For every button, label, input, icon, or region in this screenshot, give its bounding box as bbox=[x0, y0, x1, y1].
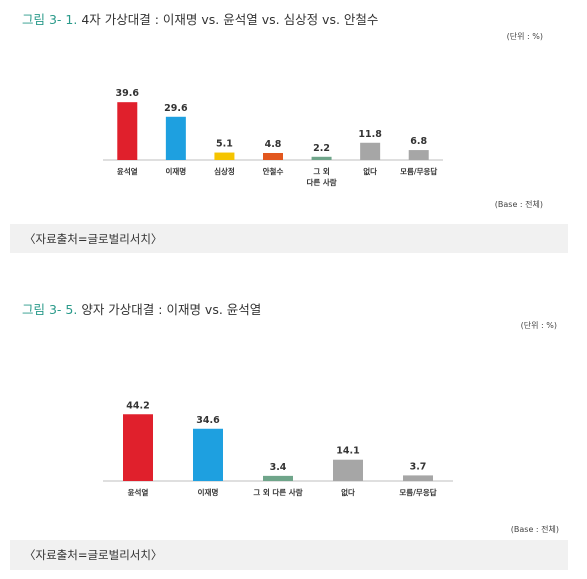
chart2-data-label: 3.7 bbox=[410, 461, 427, 472]
chart1-category-label: 심상정 bbox=[214, 166, 235, 176]
chart1-data-label: 11.8 bbox=[358, 129, 382, 140]
chart2-bar bbox=[403, 475, 433, 481]
chart1-data-label: 2.2 bbox=[313, 143, 330, 154]
chart2-category-label: 이재명 bbox=[198, 487, 219, 497]
chart2-title-prefix: 그림 3- 5. bbox=[22, 302, 78, 317]
chart2-category-label: 그 외 다른 사람 bbox=[253, 487, 302, 497]
chart1-category-label: 안철수 bbox=[263, 166, 284, 176]
chart1-data-label: 29.6 bbox=[164, 103, 188, 114]
chart1-bar bbox=[214, 152, 235, 160]
chart2-category-label: 없다 bbox=[341, 487, 355, 497]
chart1-data-label: 6.8 bbox=[410, 136, 427, 147]
chart1-unit: (단위 : %) bbox=[506, 32, 543, 41]
chart1-title: 그림 3- 1. 4자 가상대결 : 이재명 vs. 윤석열 vs. 심상정 v… bbox=[22, 9, 378, 28]
chart1-bar bbox=[263, 152, 283, 160]
chart2-title-text: 양자 가상대결 : 이재명 vs. 윤석열 bbox=[81, 302, 262, 317]
chart2-category-label: 모름/무응답 bbox=[399, 487, 436, 497]
chart1-title-prefix: 그림 3- 1. bbox=[22, 12, 78, 27]
chart1-bar bbox=[360, 142, 381, 160]
chart2-bar bbox=[333, 459, 363, 481]
chart1-data-label: 4.8 bbox=[265, 139, 282, 150]
chart2-source: 〈자료출처=글로벌리서치〉 bbox=[10, 540, 568, 570]
chart1-category-label: 그 외 bbox=[313, 166, 330, 176]
chart1-data-label: 39.6 bbox=[116, 88, 140, 99]
chart1-bar bbox=[311, 156, 332, 160]
chart1-source: 〈자료출처=글로벌리서치〉 bbox=[10, 224, 568, 253]
chart2-bar bbox=[123, 414, 153, 481]
chart2-data-label: 34.6 bbox=[196, 415, 220, 426]
chart2-data-label: 44.2 bbox=[126, 400, 149, 411]
chart2-base: (Base : 전체) bbox=[510, 525, 559, 534]
chart1-data-label: 5.1 bbox=[216, 139, 233, 150]
chart1-category-label: 없다 bbox=[363, 166, 377, 176]
chart2-bar bbox=[263, 475, 293, 481]
chart1-bar bbox=[165, 116, 186, 160]
chart1-category-label: 다른 사람 bbox=[306, 177, 336, 187]
chart1-bar bbox=[117, 102, 138, 160]
chart2-category-label: 윤석열 bbox=[128, 487, 149, 497]
chart2-unit: (단위 : %) bbox=[520, 321, 557, 330]
chart2-data-label: 3.4 bbox=[270, 462, 287, 473]
chart1-bar bbox=[408, 150, 429, 160]
chart1-category-label: 모름/무응답 bbox=[400, 166, 437, 176]
chart1-category-label: 이재명 bbox=[166, 166, 187, 176]
chart2-data-label: 14.1 bbox=[336, 446, 359, 457]
chart1-category-label: 윤석열 bbox=[117, 166, 138, 176]
chart1-title-text: 4자 가상대결 : 이재명 vs. 윤석열 vs. 심상정 vs. 안철수 bbox=[81, 12, 379, 27]
chart2-title: 그림 3- 5. 양자 가상대결 : 이재명 vs. 윤석열 bbox=[22, 299, 261, 318]
chart2-bar bbox=[193, 428, 223, 481]
chart1-base: (Base : 전체) bbox=[494, 200, 543, 209]
